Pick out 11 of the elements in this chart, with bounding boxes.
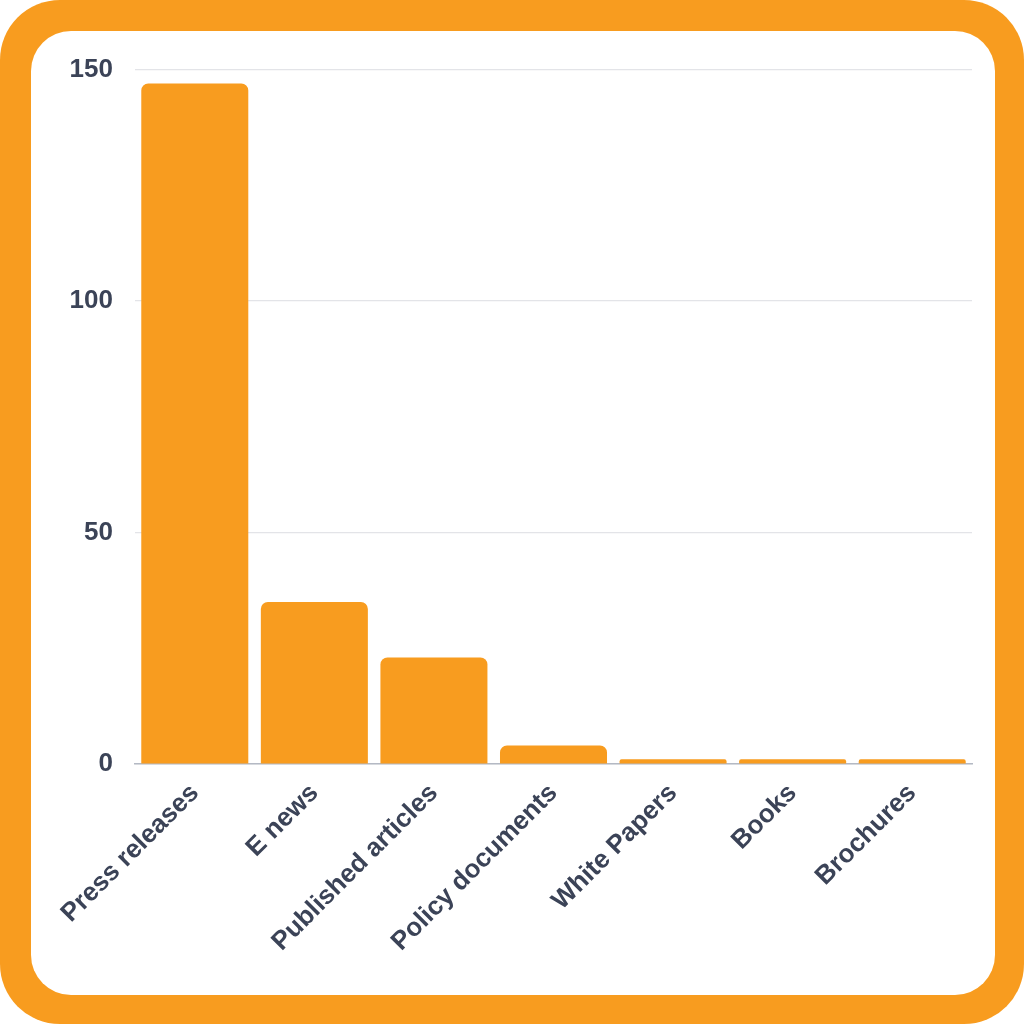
y-tick-label: 100 (69, 284, 113, 315)
bar (619, 759, 727, 764)
bar (141, 83, 249, 764)
y-tick-label: 150 (69, 52, 113, 83)
y-tick-label: 50 (84, 515, 113, 546)
bar (380, 657, 488, 764)
y-tick-label: 0 (98, 747, 113, 778)
bar (858, 759, 966, 764)
bar (260, 601, 368, 764)
bar (739, 759, 847, 764)
bar (499, 745, 608, 764)
